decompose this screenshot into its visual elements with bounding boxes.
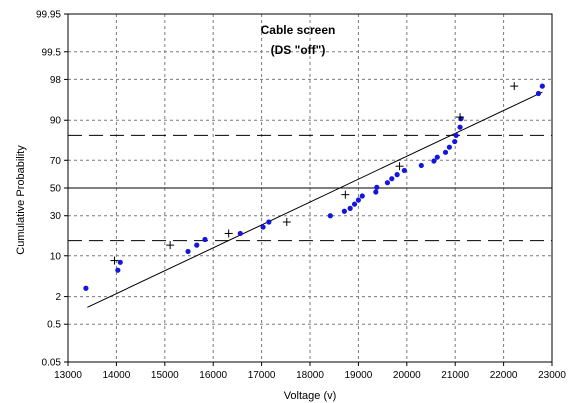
reference-lines — [68, 134, 552, 242]
y-tick-label: 90 — [50, 116, 62, 127]
data-point — [359, 193, 365, 199]
data-point — [452, 138, 458, 145]
data-point — [194, 242, 200, 248]
x-tick-label: 14000 — [102, 370, 130, 381]
data-point — [373, 189, 379, 195]
data-point — [539, 83, 545, 89]
y-tick-label: 30 — [50, 211, 62, 222]
data-point-cross — [395, 162, 404, 171]
chart-title-line-2: (DS "off") — [271, 43, 326, 57]
data-point — [394, 172, 400, 178]
data-point-cross — [110, 256, 119, 265]
data-point — [401, 167, 407, 174]
data-point — [355, 197, 361, 203]
y-tick-label: 50 — [50, 184, 62, 195]
x-tick-label: 13000 — [54, 370, 82, 381]
weibull-fit-line — [87, 91, 543, 308]
data-point — [384, 180, 391, 186]
data-point — [266, 219, 272, 225]
data-point — [83, 285, 89, 291]
data-point — [374, 184, 380, 190]
y-tick-label: 10 — [50, 251, 62, 262]
data-point-cross — [224, 229, 233, 238]
data-point — [453, 132, 459, 139]
data-point-cross — [510, 82, 519, 91]
data-point — [115, 267, 121, 273]
data-point — [442, 149, 449, 155]
y-tick-label: 0.5 — [47, 320, 61, 331]
data-point-cross — [282, 218, 291, 227]
data-point — [327, 213, 333, 219]
data-point — [446, 144, 452, 150]
x-tick-label: 21000 — [441, 370, 469, 381]
x-tick-label: 23000 — [538, 370, 566, 381]
x-tick-label: 19000 — [344, 370, 372, 381]
y-tick-label: 99.5 — [42, 47, 62, 58]
x-tick-label: 16000 — [199, 370, 227, 381]
data-point — [347, 205, 353, 211]
y-tick-label: 99.95 — [36, 10, 61, 21]
data-point — [457, 124, 463, 130]
y-tick-label: 98 — [50, 75, 62, 86]
data-point — [202, 236, 208, 243]
data-point — [351, 201, 358, 207]
data-point-cross — [456, 113, 465, 122]
y-tick-label: 0.05 — [42, 358, 62, 369]
x-tick-label: 17000 — [248, 370, 276, 381]
data-point — [535, 90, 542, 97]
data-point — [434, 154, 440, 160]
y-tick-label: 2 — [55, 292, 61, 303]
y-tick-label: 70 — [50, 156, 62, 167]
data-point-cross — [166, 241, 175, 250]
chart-title-line-1: Cable screen — [261, 23, 336, 37]
data-points-layer — [83, 82, 545, 291]
x-tick-label: 22000 — [490, 370, 518, 381]
x-axis-title: Voltage (v) — [284, 390, 337, 402]
data-point — [431, 158, 437, 164]
tick-labels-layer: 13000 14000 15000 16000 17000 18000 19000 20000… — [36, 10, 566, 382]
x-tick-label: 20000 — [393, 370, 421, 381]
data-point — [117, 259, 123, 265]
data-point — [237, 230, 243, 237]
data-point — [389, 176, 395, 182]
data-point — [260, 224, 266, 230]
y-axis-title: Cumulative Probability — [15, 145, 27, 255]
x-tick-label: 18000 — [296, 370, 324, 381]
fit-line-layer — [87, 91, 543, 308]
data-point-cross — [341, 190, 350, 199]
data-point — [418, 162, 424, 169]
data-point — [341, 208, 347, 214]
x-tick-label: 15000 — [151, 370, 179, 381]
data-point — [185, 248, 191, 255]
